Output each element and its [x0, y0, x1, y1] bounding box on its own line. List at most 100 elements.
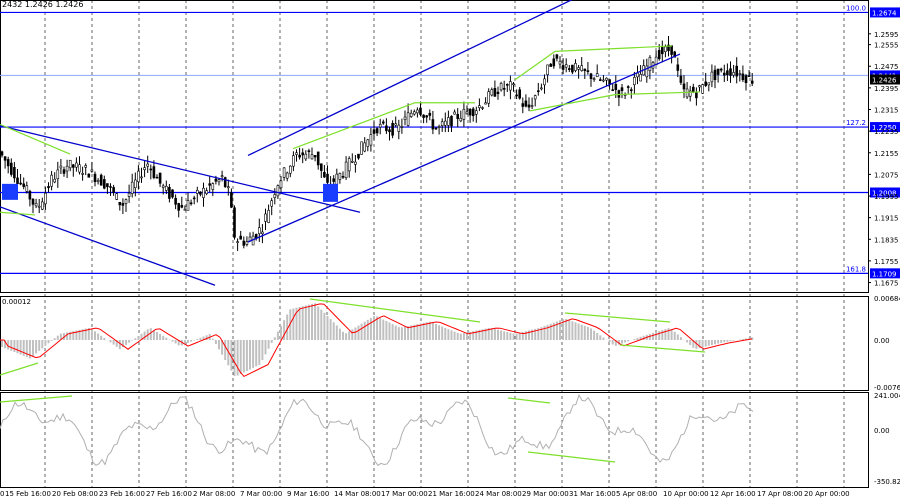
candle-body — [596, 74, 598, 77]
macd-bar — [308, 305, 310, 340]
macd-bar — [292, 308, 294, 340]
macd-bar — [494, 329, 496, 340]
candle-body — [333, 179, 335, 182]
macd-bar — [708, 340, 710, 346]
macd-bar — [395, 326, 397, 340]
price-tag-label: 1.2426 — [872, 76, 897, 84]
candle-body — [88, 174, 90, 177]
candle-body — [702, 85, 704, 94]
x-tick-label: 23 Feb 16:00 — [99, 490, 145, 498]
macd-bar — [661, 330, 663, 340]
candle-body — [51, 175, 53, 186]
candle-body — [141, 177, 143, 178]
candle-body — [280, 181, 282, 188]
candle-body — [482, 108, 484, 109]
macd-bar — [361, 324, 363, 340]
macd-bar — [54, 338, 56, 340]
macd-bar — [249, 340, 251, 369]
macd-bar — [302, 306, 304, 340]
candle-body — [395, 124, 397, 125]
macd-bar — [420, 324, 422, 340]
candle-body — [72, 165, 74, 168]
candle-body — [193, 198, 195, 199]
macd-bar — [655, 332, 657, 340]
candle-body — [147, 164, 149, 166]
macd-divergence-line — [565, 313, 670, 322]
candle-body — [54, 179, 56, 182]
macd-bar — [271, 340, 273, 343]
macd-bar — [416, 324, 418, 340]
macd-bar — [323, 313, 325, 340]
macd-bar — [435, 324, 437, 340]
candle-body — [100, 175, 102, 185]
candle-body — [125, 200, 127, 204]
candle-body — [509, 82, 511, 91]
candle-body — [581, 66, 583, 71]
candle-body — [717, 69, 719, 75]
candle-body — [370, 135, 372, 146]
candle-body — [708, 83, 710, 85]
cci-divergence-line — [528, 452, 615, 462]
candle-body — [621, 88, 623, 91]
macd-bar — [671, 329, 673, 340]
candle-body — [733, 72, 735, 75]
x-tick-label: 14 Mar 08:00 — [334, 490, 381, 498]
macd-bar — [339, 329, 341, 340]
macd-divergence-line — [310, 299, 480, 322]
y-tick-label: 1.1835 — [874, 236, 899, 244]
x-tick-label: 17 Mar 00:00 — [381, 490, 428, 498]
macd-bar — [320, 310, 322, 340]
candle-body — [32, 199, 34, 204]
candle-body — [302, 153, 304, 155]
candle-body — [745, 76, 747, 83]
candle-body — [565, 65, 567, 67]
candle-body — [110, 186, 112, 187]
candle-body — [463, 109, 465, 119]
macd-bar — [404, 327, 406, 340]
square-marker-1 — [2, 184, 18, 200]
macd-bar — [156, 332, 158, 340]
candle-body — [497, 92, 499, 94]
candle-body — [234, 208, 236, 238]
candle-body — [196, 190, 198, 193]
candle-body — [348, 158, 350, 170]
candle-body — [525, 101, 527, 106]
macd-bar — [491, 328, 493, 340]
divergence-line — [0, 124, 70, 154]
candle-body — [48, 186, 50, 187]
macd-bar — [587, 327, 589, 340]
candle-body — [664, 47, 666, 52]
candle-body — [519, 90, 521, 98]
macd-bar — [218, 340, 220, 349]
candle-body — [571, 65, 573, 72]
y-tick-label: 1.1675 — [874, 280, 899, 288]
candle-body — [398, 125, 400, 131]
macd-bar — [150, 328, 152, 340]
macd-bar — [568, 320, 570, 340]
candle-body — [261, 232, 263, 234]
candle-body — [658, 50, 660, 58]
macd-bar — [172, 340, 174, 342]
macd-bar — [705, 340, 707, 347]
candle-body — [168, 187, 170, 198]
trend-line — [0, 126, 360, 213]
candle-body — [162, 186, 164, 188]
x-tick-label: 24 Mar 08:00 — [475, 490, 522, 498]
candle-body — [305, 154, 307, 159]
candle-body — [13, 167, 15, 178]
macd-bar — [714, 340, 716, 344]
candle-body — [82, 173, 84, 174]
candle-body — [218, 180, 220, 182]
macd-bar — [103, 338, 105, 340]
x-tick-label: 10 Apr 00:00 — [663, 490, 709, 498]
candle-body — [627, 87, 629, 88]
candle-body — [413, 112, 415, 114]
macd-bar — [385, 321, 387, 340]
macd-bar — [144, 332, 146, 340]
macd-bar — [13, 340, 15, 352]
macd-divergence-line — [620, 345, 705, 352]
candle-body — [649, 57, 651, 70]
candle-body — [128, 193, 130, 196]
candle-body — [705, 82, 707, 86]
macd-bar — [94, 331, 96, 340]
